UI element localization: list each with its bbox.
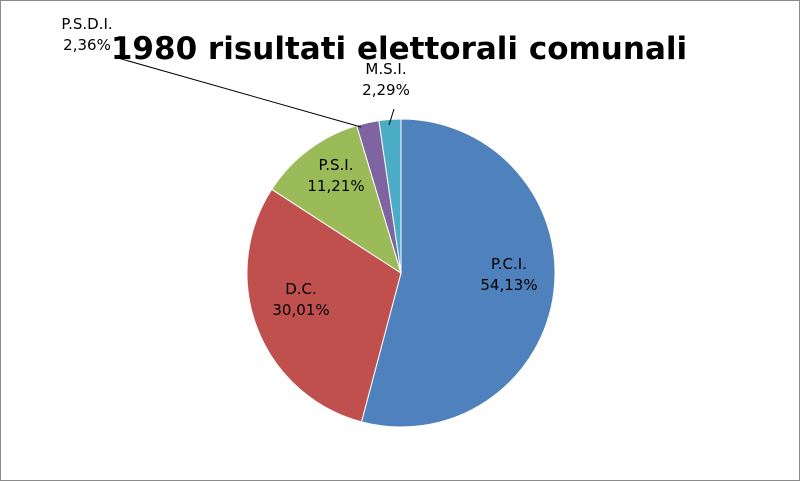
slice-value-p-s-d-i: 2,36%	[63, 36, 111, 54]
slice-value-p-c-i: 54,13%	[480, 276, 537, 294]
slice-label-p-c-i: P.C.I.	[491, 255, 527, 273]
slice-label-p-s-i: P.S.I.	[319, 156, 354, 174]
pie-slices	[246, 118, 556, 428]
leader-line-p-s-d-i	[117, 57, 362, 128]
chart-title: 1980 risultati elettorali comunali	[111, 31, 687, 67]
slice-value-p-s-i: 11,21%	[307, 177, 364, 195]
slice-label-m-s-i: M.S.I.	[365, 60, 406, 78]
pie-slice-m-s-i	[378, 118, 402, 274]
slice-value-m-s-i: 2,29%	[362, 81, 410, 99]
slice-label-p-s-d-i: P.S.D.I.	[61, 15, 112, 33]
data-labels: P.C.I. 54,13% D.C. 30,01% P.S.I. 11,21% P.S.D.…	[61, 15, 537, 319]
pie-slice-p-c-i	[360, 118, 556, 428]
pie-slice-d-c	[246, 188, 402, 423]
leader-lines	[117, 57, 395, 128]
leader-line-m-s-i	[388, 108, 395, 126]
pie-slice-p-s-i	[271, 124, 402, 275]
slice-value-d-c: 30,01%	[272, 301, 329, 319]
slice-label-d-c: D.C.	[285, 280, 317, 298]
